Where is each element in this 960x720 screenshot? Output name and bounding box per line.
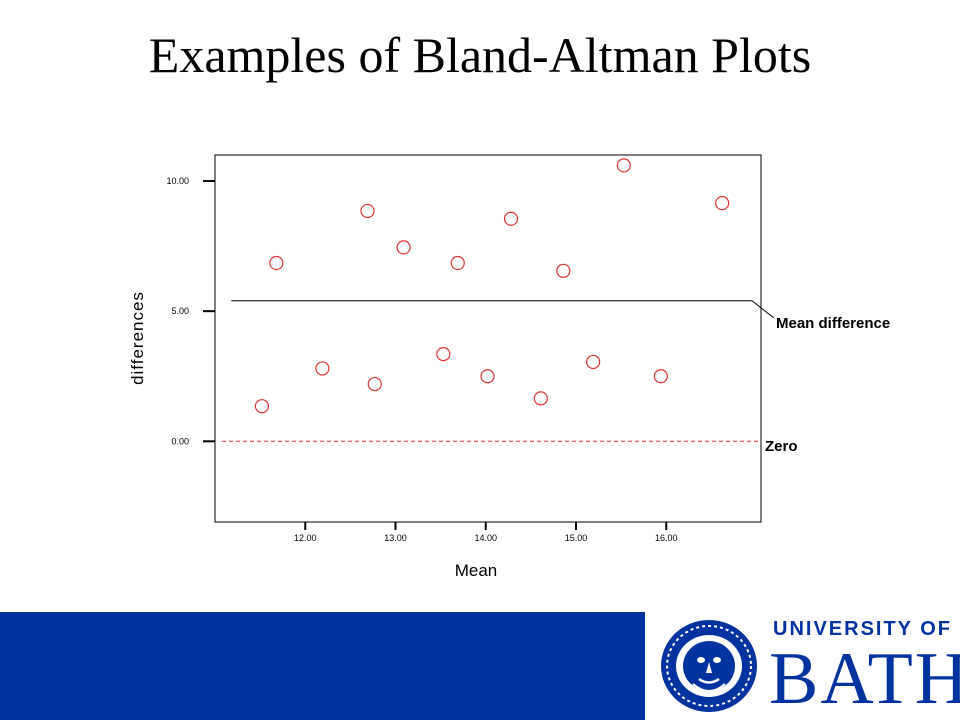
data-point [367, 376, 382, 392]
zero-label: Zero [765, 438, 798, 455]
data-point [315, 361, 330, 376]
data-point [269, 255, 284, 271]
data-point [586, 354, 601, 370]
data-point [480, 369, 495, 384]
x-axis-ticks: 12.00 13.00 14.00 15.00 16.00 [294, 522, 678, 543]
x-tick-label: 12.00 [294, 533, 317, 543]
data-point [503, 211, 519, 226]
mean-difference-label: Mean difference [776, 315, 890, 332]
data-point [450, 255, 465, 271]
y-axis-title: differences [128, 291, 147, 385]
data-point [616, 158, 631, 173]
x-axis-title: Mean [455, 561, 498, 580]
data-point [360, 203, 375, 219]
x-tick-label: 13.00 [384, 533, 407, 543]
university-seal-icon [661, 620, 757, 712]
slide-title: Examples of Bland-Altman Plots [148, 27, 812, 83]
data-point [436, 347, 451, 362]
y-tick-label: 0.00 [171, 436, 189, 446]
x-tick-label: 15.00 [565, 533, 588, 543]
data-point [254, 399, 270, 414]
data-point [556, 263, 571, 278]
data-point [533, 391, 548, 406]
x-tick-label: 16.00 [655, 533, 678, 543]
data-point [653, 369, 668, 384]
y-axis-ticks: 0.00 5.00 10.00 [166, 176, 215, 446]
logo-university-of: UNIVERSITY OF [773, 618, 952, 640]
y-tick-label: 10.00 [166, 176, 189, 186]
mean-difference-leader-line [751, 300, 775, 319]
x-tick-label: 14.00 [474, 533, 497, 543]
logo-bath: BATH [769, 638, 960, 720]
y-tick-label: 5.00 [171, 306, 189, 316]
university-logo: UNIVERSITY OF BATH [645, 612, 960, 720]
data-point [396, 240, 411, 255]
data-points [254, 158, 730, 414]
plot-frame [214, 154, 762, 523]
data-point [715, 196, 730, 211]
